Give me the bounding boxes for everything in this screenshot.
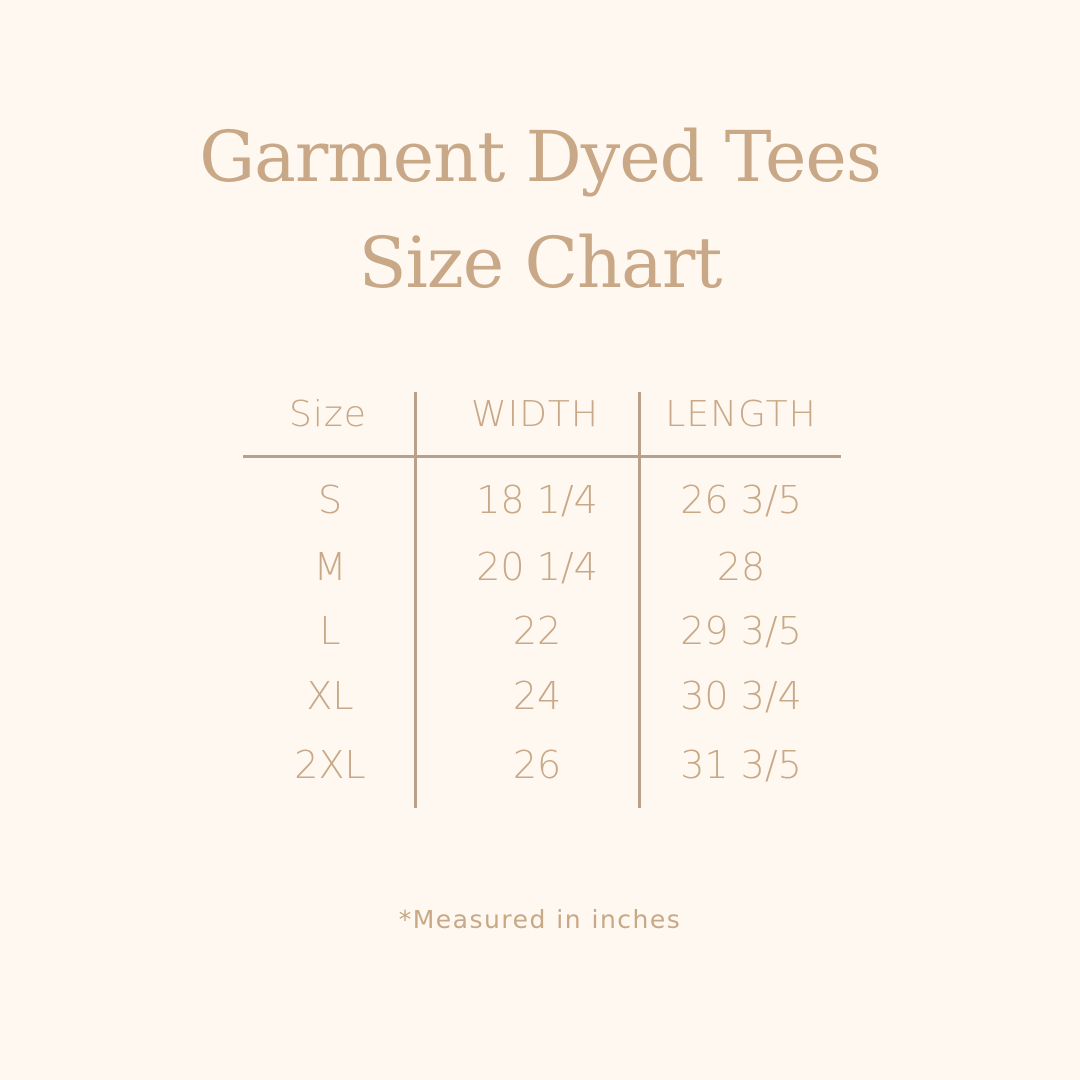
cell-width: 24 [512, 674, 562, 718]
column-divider-2 [638, 392, 641, 808]
cell-width: 22 [512, 609, 562, 653]
cell-width: 18 1/4 [476, 478, 598, 522]
header-length: LENGTH [665, 394, 817, 435]
cell-length: 26 3/5 [680, 478, 802, 522]
header-divider [243, 455, 841, 458]
title-line-1: Garment Dyed Tees [199, 116, 882, 198]
cell-width: 20 1/4 [476, 545, 598, 589]
header-size: Size [289, 394, 367, 435]
column-divider-1 [414, 392, 417, 808]
cell-size: L [319, 609, 341, 653]
cell-size: M [313, 545, 347, 589]
cell-length: 30 3/4 [680, 674, 802, 718]
cell-size: S [317, 478, 343, 522]
cell-length: 31 3/5 [680, 743, 802, 787]
cell-size: XL [306, 674, 354, 718]
title-line-2: Size Chart [358, 222, 723, 304]
cell-size: 2XL [294, 743, 366, 787]
header-width: WIDTH [471, 394, 599, 435]
cell-length: 29 3/5 [680, 609, 802, 653]
footnote: *Measured in inches [398, 905, 682, 934]
cell-width: 26 [512, 743, 562, 787]
cell-length: 28 [716, 545, 766, 589]
